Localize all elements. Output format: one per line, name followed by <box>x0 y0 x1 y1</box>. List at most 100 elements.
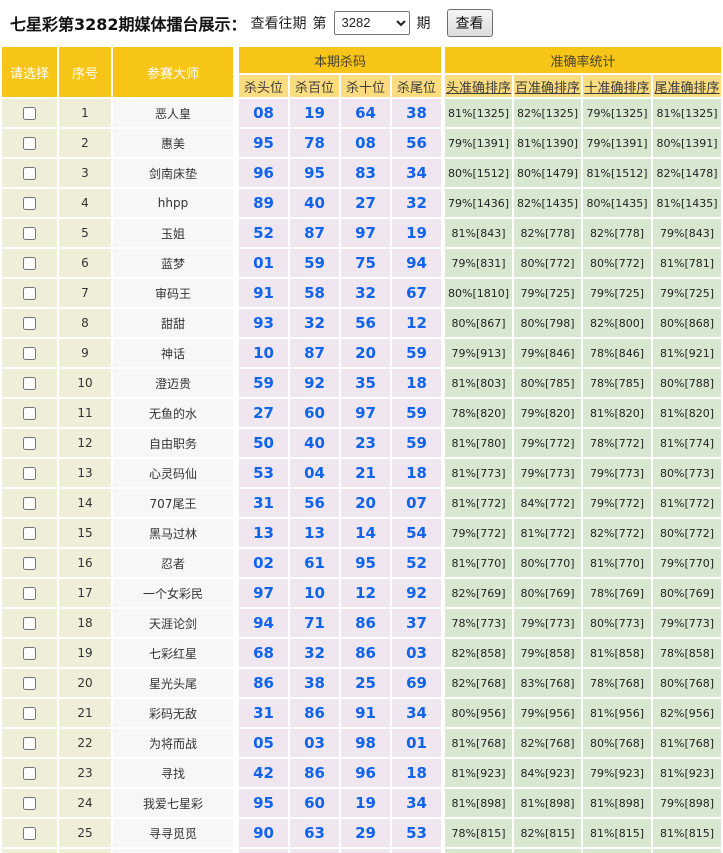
hundreds-accuracy-value: 79%[773] <box>514 459 582 487</box>
tens-accuracy-value: 79%[773] <box>583 459 652 487</box>
master-name: 寻寻觅觅 <box>113 819 233 847</box>
kill-hundreds-value: 60 <box>290 789 339 817</box>
row-checkbox[interactable] <box>23 407 36 420</box>
row-checkbox[interactable] <box>23 497 36 510</box>
head-accuracy-value <box>443 849 513 853</box>
head-accuracy-value: 79%[1391] <box>443 129 513 157</box>
head-accuracy-value: 78%[773] <box>443 609 513 637</box>
sort-link-hundreds-accuracy[interactable]: 百准确排序 <box>515 80 581 96</box>
row-checkbox[interactable] <box>23 527 36 540</box>
row-checkbox[interactable] <box>23 227 36 240</box>
table-row <box>2 849 722 853</box>
kill-tail-value: 53 <box>392 819 442 847</box>
table-row: 18 天涯论剑 94 71 86 37 78%[773] 79%[773] 80… <box>2 609 722 637</box>
tail-accuracy-value: 81%[1435] <box>653 189 722 217</box>
table-row: 21 彩码无敌 31 86 91 34 80%[956] 79%[956] 81… <box>2 699 722 727</box>
head-accuracy-value: 81%[772] <box>443 489 513 517</box>
kill-tens-value: 14 <box>341 519 390 547</box>
kill-hundreds-value: 03 <box>290 729 339 757</box>
head-accuracy-value: 81%[780] <box>443 429 513 457</box>
row-checkbox[interactable] <box>23 767 36 780</box>
row-checkbox[interactable] <box>23 587 36 600</box>
hundreds-accuracy-value: 82%[815] <box>514 819 582 847</box>
master-name: 我爱七星彩 <box>113 789 233 817</box>
table-row: 6 蓝梦 01 59 75 94 79%[831] 80%[772] 80%[7… <box>2 249 722 277</box>
table-row: 9 神话 10 87 20 59 79%[913] 79%[846] 78%[8… <box>2 339 722 367</box>
hundreds-accuracy-value: 82%[768] <box>514 729 582 757</box>
row-checkbox[interactable] <box>23 107 36 120</box>
head-accuracy-value: 79%[1436] <box>443 189 513 217</box>
hundreds-accuracy-value <box>514 849 582 853</box>
sort-link-tens-accuracy[interactable]: 十准确排序 <box>584 80 650 96</box>
row-checkbox[interactable] <box>23 827 36 840</box>
row-checkbox[interactable] <box>23 647 36 660</box>
head-accuracy-value: 81%[923] <box>443 759 513 787</box>
row-checkbox[interactable] <box>23 257 36 270</box>
tail-accuracy-value: 79%[843] <box>653 219 722 247</box>
row-select-cell <box>2 819 57 847</box>
row-checkbox[interactable] <box>23 137 36 150</box>
tail-accuracy-value: 80%[788] <box>653 369 722 397</box>
row-checkbox[interactable] <box>23 287 36 300</box>
row-select-cell <box>2 429 57 457</box>
kill-head-value: 31 <box>235 489 288 517</box>
kill-head-value: 42 <box>235 759 288 787</box>
hundreds-accuracy-value: 80%[770] <box>514 549 582 577</box>
row-index: 19 <box>59 639 111 667</box>
tail-accuracy-value: 79%[898] <box>653 789 722 817</box>
kill-tail-value: 01 <box>392 729 442 757</box>
master-name: 无鱼的水 <box>113 399 233 427</box>
sort-link-head-accuracy[interactable]: 头准确排序 <box>446 80 512 96</box>
tail-accuracy-value: 81%[774] <box>653 429 722 457</box>
tens-accuracy-value: 81%[956] <box>583 699 652 727</box>
row-checkbox[interactable] <box>23 317 36 330</box>
row-select-cell <box>2 789 57 817</box>
table-row: 12 自由职务 50 40 23 59 81%[780] 79%[772] 78… <box>2 429 722 457</box>
row-checkbox[interactable] <box>23 167 36 180</box>
kill-tail-value: 69 <box>392 669 442 697</box>
kill-tens-value: 75 <box>341 249 390 277</box>
master-name: 恶人皇 <box>113 99 233 127</box>
tail-accuracy-value: 82%[1478] <box>653 159 722 187</box>
row-checkbox[interactable] <box>23 347 36 360</box>
row-checkbox[interactable] <box>23 197 36 210</box>
row-checkbox[interactable] <box>23 557 36 570</box>
kill-tail-value: 94 <box>392 249 442 277</box>
period-select[interactable]: 3282 <box>333 10 410 35</box>
tens-accuracy-value: 80%[768] <box>583 729 652 757</box>
kill-tens-value: 20 <box>341 339 390 367</box>
row-checkbox[interactable] <box>23 797 36 810</box>
tail-accuracy-value: 81%[815] <box>653 819 722 847</box>
row-checkbox[interactable] <box>23 617 36 630</box>
head-accuracy-value: 79%[831] <box>443 249 513 277</box>
tens-accuracy-value: 79%[725] <box>583 279 652 307</box>
kill-tens-value: 21 <box>341 459 390 487</box>
hundreds-accuracy-value: 84%[772] <box>514 489 582 517</box>
kill-tail-value: 38 <box>392 99 442 127</box>
row-index: 10 <box>59 369 111 397</box>
kill-tail-value: 34 <box>392 159 442 187</box>
kill-head-value: 53 <box>235 459 288 487</box>
kill-tens-value: 25 <box>341 669 390 697</box>
row-checkbox[interactable] <box>23 737 36 750</box>
master-name: 彩码无敌 <box>113 699 233 727</box>
head-accuracy-value: 82%[768] <box>443 669 513 697</box>
kill-tens-value: 86 <box>341 609 390 637</box>
head-accuracy-value: 79%[772] <box>443 519 513 547</box>
view-button[interactable]: 查看 <box>446 8 493 37</box>
row-checkbox[interactable] <box>23 377 36 390</box>
kill-tens-value: 23 <box>341 429 390 457</box>
master-name: 审码王 <box>113 279 233 307</box>
row-select-cell <box>2 579 57 607</box>
master-name: 惠美 <box>113 129 233 157</box>
tens-accuracy-value: 79%[772] <box>583 489 652 517</box>
sort-link-tail-accuracy[interactable]: 尾准确排序 <box>654 80 720 96</box>
kill-hundreds-value: 10 <box>290 579 339 607</box>
row-checkbox[interactable] <box>23 677 36 690</box>
table-row: 24 我爱七星彩 95 60 19 34 81%[898] 81%[898] 8… <box>2 789 722 817</box>
head-accuracy-value: 81%[773] <box>443 459 513 487</box>
row-checkbox[interactable] <box>23 707 36 720</box>
row-checkbox[interactable] <box>23 437 36 450</box>
row-checkbox[interactable] <box>23 467 36 480</box>
row-select-cell <box>2 609 57 637</box>
